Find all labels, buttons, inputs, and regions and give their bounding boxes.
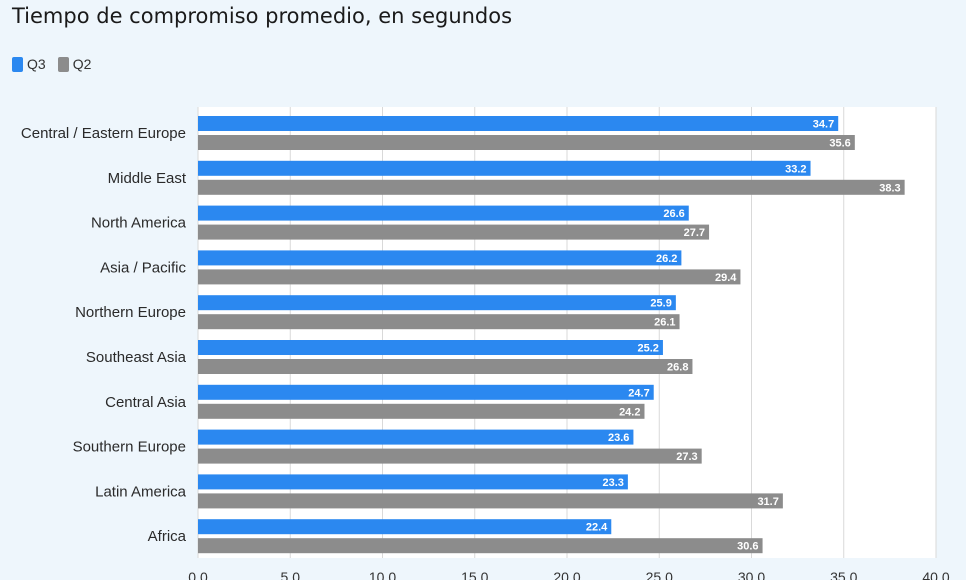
data-label: 24.2 [619,406,640,418]
data-label: 23.6 [608,432,629,444]
data-label: 25.2 [638,343,659,355]
data-label: 38.3 [879,182,900,194]
x-tick-label: 10.0 [369,569,396,580]
data-label: 23.3 [602,477,623,489]
bar-q3 [198,160,811,176]
data-label: 34.7 [813,119,834,131]
legend-label-q3: Q3 [27,56,46,72]
bar-q2 [198,314,680,330]
bar-q3 [198,474,628,490]
category-label: Southeast Asia [86,349,187,366]
bar-q3 [198,519,612,535]
category-label: North America [91,215,187,232]
bar-q3 [198,384,654,400]
data-label: 29.4 [715,272,737,284]
data-label: 26.2 [656,253,677,265]
bar-q3 [198,429,634,445]
data-label: 27.3 [676,451,697,463]
data-label: 26.8 [667,362,688,374]
data-label: 24.7 [628,387,649,399]
bar-q2 [198,448,702,464]
legend: Q3 Q2 [12,56,97,72]
legend-item-q3[interactable]: Q3 [12,56,46,72]
bar-q3 [198,250,682,266]
legend-item-q2[interactable]: Q2 [57,56,92,72]
category-label: Asia / Pacific [100,259,186,276]
category-label: Southern Europe [73,439,186,456]
x-tick-label: 25.0 [646,569,673,580]
x-tick-label: 30.0 [738,569,765,580]
data-label: 31.7 [757,496,778,508]
bar-q3 [198,116,839,131]
legend-swatch-q2 [57,56,69,72]
chart-title: Tiempo de compromiso promedio, en segund… [12,4,513,28]
bar-q2 [198,538,763,554]
data-label: 26.1 [654,317,675,329]
bar-q2 [198,359,693,374]
category-label: Northern Europe [75,304,186,321]
bar-q3 [198,340,663,355]
legend-swatch-q3 [12,56,23,72]
category-label: Middle East [108,170,187,187]
category-label: Central / Eastern Europe [21,125,186,142]
x-tick-label: 5.0 [281,569,301,580]
data-label: 25.9 [650,298,671,310]
bar-q3 [198,295,676,311]
x-tick-label: 40.0 [922,569,949,580]
category-label: Latin America [95,483,187,500]
data-label: 35.6 [829,138,850,150]
data-label: 30.6 [737,541,758,553]
category-label: Central Asia [105,394,187,411]
x-tick-label: 35.0 [830,569,857,580]
bar-q2 [198,493,783,509]
bar-q2 [198,135,855,150]
x-tick-label: 15.0 [461,569,488,580]
legend-label-q2: Q2 [72,56,92,72]
bar-q2 [198,179,905,195]
x-tick-label: 0.0 [188,569,208,580]
x-tick-label: 20.0 [553,569,580,580]
data-label: 33.2 [785,163,806,175]
data-label: 27.7 [684,227,705,239]
bar-q3 [198,205,689,221]
bar-q2 [198,269,741,285]
data-label: 22.4 [586,522,608,534]
bar-q2 [198,403,645,419]
category-label: Africa [148,528,187,545]
bar-q2 [198,224,710,240]
data-label: 26.6 [663,208,684,220]
